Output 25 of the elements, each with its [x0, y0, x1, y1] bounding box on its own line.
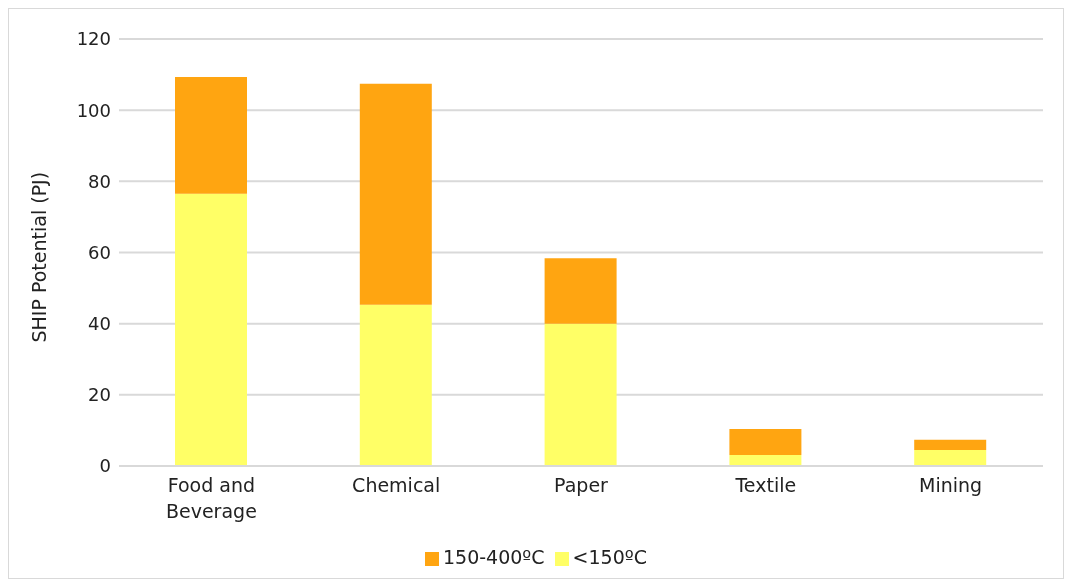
x-tick-label: Mining — [919, 474, 983, 496]
bar — [914, 439, 987, 450]
legend-label: <150ºC — [572, 546, 647, 568]
x-tick-label: Food and Beverage — [165, 474, 257, 522]
bar — [544, 258, 617, 324]
bar — [729, 428, 802, 455]
x-tick-label: Chemical — [352, 474, 441, 496]
bar — [359, 83, 432, 305]
y-tick-label: 20 — [88, 384, 111, 406]
x-tick-label: Textile — [734, 474, 797, 496]
y-tick-label: 40 — [88, 313, 111, 335]
bar — [544, 323, 617, 466]
bar — [359, 304, 432, 466]
bar — [914, 449, 987, 466]
y-tick-label: 100 — [76, 99, 111, 121]
y-tick-label: 0 — [99, 455, 111, 477]
bar — [175, 77, 247, 194]
bar — [729, 454, 802, 466]
y-tick-label: 120 — [76, 28, 111, 50]
y-tick-label: 60 — [88, 241, 111, 263]
legend-label: 150-400ºC — [442, 546, 545, 568]
y-axis-title: SHIP Potential (PJ) — [27, 171, 50, 343]
bar — [175, 193, 247, 466]
x-tick-label: Paper — [554, 474, 609, 496]
y-tick-label: 80 — [88, 170, 111, 192]
